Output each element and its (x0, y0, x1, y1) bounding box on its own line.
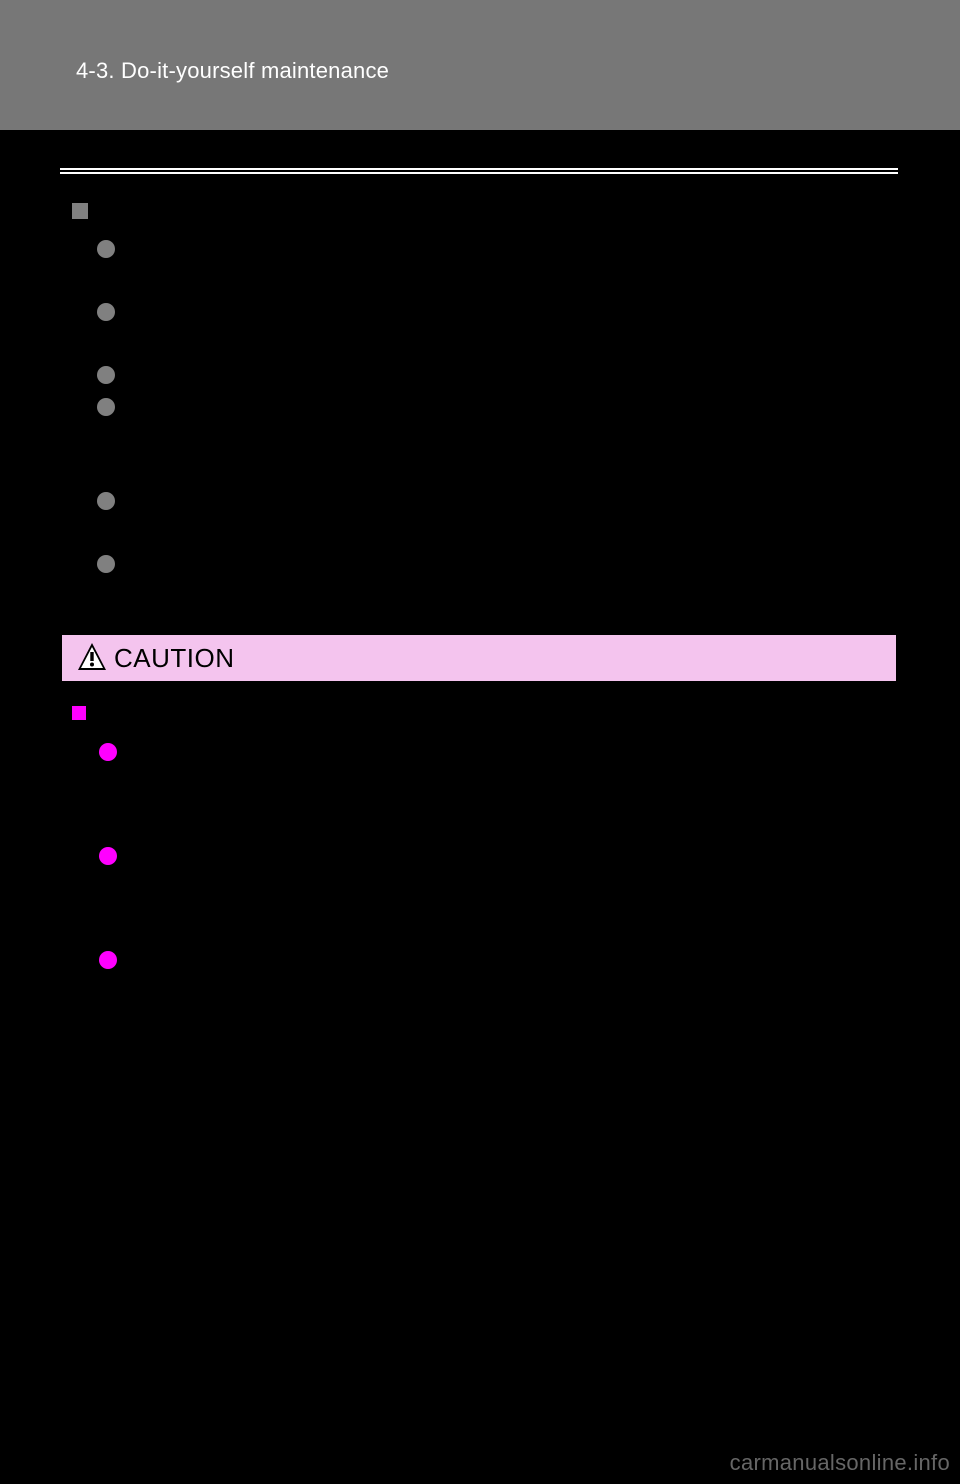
page-container: 4-3. Do-it-yourself maintenance CAUTION … (0, 0, 960, 1484)
gray-bullet-icon (97, 366, 115, 384)
watermark-text: carmanualsonline.info (730, 1450, 950, 1476)
caution-box: CAUTION (60, 633, 898, 681)
gray-bullet-icon (97, 492, 115, 510)
gray-bullet-icon (97, 398, 115, 416)
gray-bullet-icon (97, 240, 115, 258)
section-title: 4-3. Do-it-yourself maintenance (76, 58, 389, 84)
gray-bullet-icon (97, 555, 115, 573)
magenta-bullet-icon (99, 951, 117, 969)
magenta-bullet-icon (99, 847, 117, 865)
gray-bullet-icon (97, 303, 115, 321)
page-header: 4-3. Do-it-yourself maintenance (0, 0, 960, 130)
magenta-bullet-icon (99, 743, 117, 761)
warning-triangle-icon (76, 641, 108, 673)
gray-square-marker (72, 203, 88, 219)
magenta-square-marker (72, 706, 86, 720)
section-divider-inner (60, 170, 898, 172)
caution-label: CAUTION (114, 643, 235, 674)
